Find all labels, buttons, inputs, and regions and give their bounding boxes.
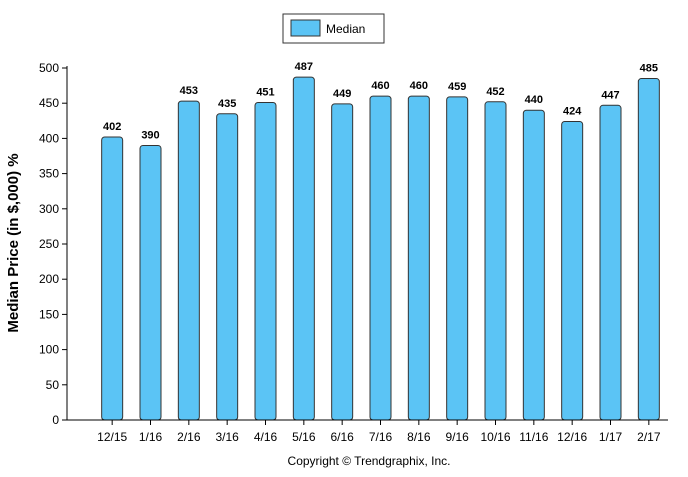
y-tick-label: 200 [39, 272, 59, 286]
x-tick-label: 10/16 [480, 430, 510, 444]
y-tick-label: 100 [39, 343, 59, 357]
x-tick-label: 4/16 [254, 430, 278, 444]
legend-label: Median [326, 22, 365, 36]
y-tick-label: 0 [52, 413, 59, 427]
x-tick-label: 1/17 [599, 430, 623, 444]
legend: Median [282, 13, 385, 44]
bar-3-16 [216, 113, 239, 421]
value-label: 447 [601, 89, 619, 101]
bar-1-16 [139, 144, 162, 421]
value-label: 485 [640, 63, 658, 75]
x-tick-label: 1/16 [139, 430, 163, 444]
x-tick-label: 5/16 [292, 430, 316, 444]
bar-11-16 [522, 109, 545, 421]
bar-6-16 [331, 103, 354, 421]
value-label: 453 [180, 85, 198, 97]
bar-5-16 [292, 76, 315, 421]
bar-10-16 [484, 101, 507, 421]
y-tick-label: 500 [39, 61, 59, 75]
bars [101, 76, 660, 421]
bar-12-16 [561, 121, 584, 421]
x-tick-label: 2/16 [177, 430, 201, 444]
value-label: 402 [103, 121, 121, 133]
value-label: 459 [448, 81, 466, 93]
x-tick-label: 9/16 [445, 430, 469, 444]
bar-7-16 [369, 95, 392, 421]
y-tick-label: 450 [39, 96, 59, 110]
y-tick-label: 250 [39, 237, 59, 251]
copyright-footer: Copyright © Trendgraphix, Inc. [288, 454, 451, 468]
bar-2-17 [637, 78, 660, 421]
y-tick-label: 300 [39, 202, 59, 216]
bar-9-16 [446, 96, 469, 421]
x-tick-label: 8/16 [407, 430, 431, 444]
y-tick-label: 50 [46, 378, 60, 392]
y-axis: 0 50 100 150 200 250 300 350 400 450 500 [39, 61, 68, 427]
bar-2-16 [177, 100, 200, 421]
bar-8-16 [407, 95, 430, 421]
value-label: 424 [563, 106, 582, 118]
y-tick-label: 400 [39, 131, 59, 145]
value-label: 487 [295, 61, 313, 73]
value-label: 440 [525, 94, 543, 106]
legend-swatch [290, 19, 321, 37]
bar-12-15 [101, 136, 124, 421]
x-tick-label: 7/16 [369, 430, 393, 444]
x-tick-label: 3/16 [215, 430, 239, 444]
x-tick-label: 12/16 [557, 430, 587, 444]
y-axis-title: Median Price (in $,000) % [5, 153, 22, 332]
bar-4-16 [254, 101, 277, 421]
bar-1-17 [599, 104, 622, 421]
y-tick-label: 350 [39, 167, 59, 181]
x-tick-label: 12/15 [97, 430, 127, 444]
x-tick-label: 6/16 [330, 430, 354, 444]
value-label: 460 [371, 80, 389, 92]
value-label: 435 [218, 98, 236, 110]
value-label: 390 [141, 129, 159, 141]
value-label: 452 [486, 86, 504, 98]
value-label: 460 [410, 80, 428, 92]
value-labels: 402 390 453 435 451 487 449 460 460 459 452 440 424 4… [103, 61, 658, 141]
x-axis: 12/15 1/16 2/16 3/16 4/16 5/16 6/16 7/16 8/16 9/1… [67, 419, 668, 444]
x-tick-label: 2/17 [637, 430, 661, 444]
value-label: 451 [256, 86, 274, 98]
y-tick-label: 150 [39, 307, 59, 321]
x-tick-label: 11/16 [519, 430, 548, 444]
value-label: 449 [333, 88, 351, 100]
